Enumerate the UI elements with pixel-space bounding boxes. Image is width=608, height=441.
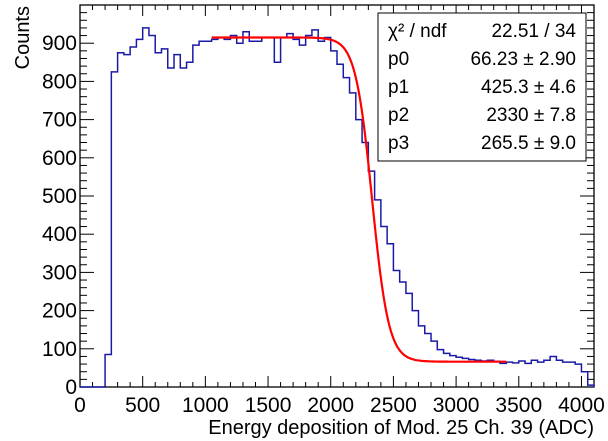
y-tick-label: 400 <box>42 223 77 246</box>
x-tick-label: 3000 <box>433 394 480 417</box>
stats-label: p1 <box>388 77 409 98</box>
stats-value: 2330 ± 7.8 <box>486 105 576 126</box>
stats-label: p3 <box>388 133 409 154</box>
y-tick-label: 0 <box>65 376 77 399</box>
stats-label: p0 <box>388 49 409 70</box>
stats-rows: χ² / ndf 22.51 / 34 p0 66.23 ± 2.90 p1 425.3 … <box>388 21 576 154</box>
y-tick-label: 600 <box>42 147 77 170</box>
x-tick-label: 1000 <box>182 394 229 417</box>
y-tick-label: 700 <box>42 109 77 132</box>
stats-label: χ² / ndf <box>388 21 447 42</box>
y-tick-label: 300 <box>42 261 77 284</box>
stats-value: 265.5 ± 9.0 <box>481 133 576 154</box>
x-tick-label: 500 <box>125 394 160 417</box>
x-tick-label: 2500 <box>370 394 417 417</box>
stats-value: 22.51 / 34 <box>491 21 576 42</box>
stats-box-frame <box>377 12 587 162</box>
y-axis-title: Counts <box>12 6 34 69</box>
x-tick-label: 4000 <box>558 394 605 417</box>
y-tick-label: 800 <box>42 70 77 93</box>
x-axis-title: Energy deposition of Mod. 25 Ch. 39 (ADC… <box>208 417 594 439</box>
fit-curve <box>211 36 507 363</box>
stats-label: p2 <box>388 105 409 126</box>
y-tick-label: 200 <box>42 300 77 323</box>
stats-value: 66.23 ± 2.90 <box>470 49 576 70</box>
histogram-series <box>80 27 595 388</box>
y-tick-label: 500 <box>42 185 77 208</box>
stats-value: 425.3 ± 4.6 <box>481 77 576 98</box>
x-tick-label: 3500 <box>495 394 542 417</box>
x-tick-label: 2000 <box>307 394 354 417</box>
axis-tick-labels: 0 500 1000 1500 2000 2500 3000 3500 4000 0 100 200 3… <box>42 32 605 417</box>
y-tick-label: 100 <box>42 338 77 361</box>
x-tick-label: 0 <box>74 394 86 417</box>
y-tick-label: 900 <box>42 32 77 55</box>
fit-stats-box: χ² / ndf 22.51 / 34 p0 66.23 ± 2.90 p1 425.3 … <box>377 12 587 162</box>
x-tick-label: 1500 <box>245 394 292 417</box>
